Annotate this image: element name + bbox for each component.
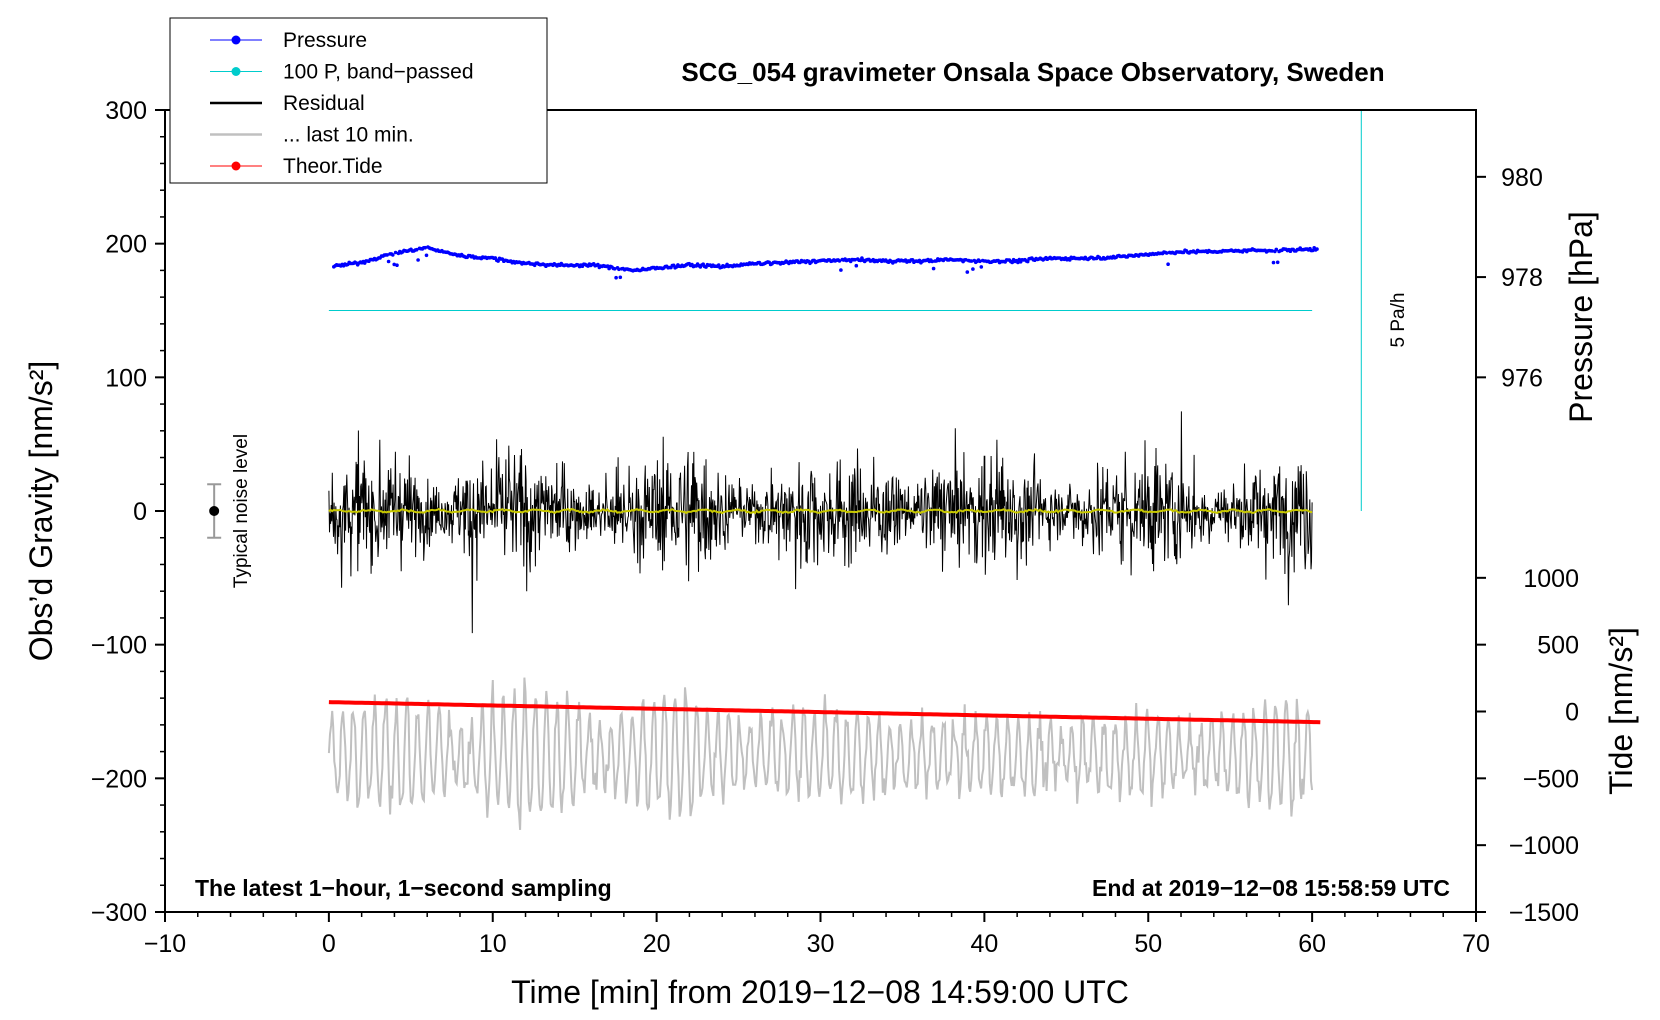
series-residual (328, 411, 1313, 634)
series-residual-mean (328, 507, 1313, 515)
series-last-10-min (327, 677, 1314, 830)
legend-marker (231, 161, 241, 171)
pressure-point (1271, 260, 1276, 265)
pressure-point (1275, 260, 1280, 265)
pressure-point (1270, 249, 1274, 253)
pressure-point (393, 250, 398, 255)
pressure-point (423, 245, 427, 250)
x-tick-label: 50 (1134, 930, 1162, 958)
x-axis: −10 0 10 20 30 40 50 60 70 (144, 912, 1490, 958)
x-tick-label: −10 (144, 930, 186, 958)
pressure-point (971, 267, 975, 271)
series-theor-tide (328, 700, 1321, 725)
tide-tick-label: 0 (1565, 699, 1579, 727)
pressure-axis: 976 978 980 (1475, 110, 1543, 392)
pressure-point (496, 259, 500, 263)
pressure-point (839, 268, 843, 272)
y-left-axis: −300 −200 −100 0 100 200 300 (91, 97, 165, 927)
legend: Pressure 100 P, band−passed Residual ... la… (169, 17, 548, 184)
x-tick-label: 40 (970, 930, 998, 958)
y-axis-title-tide: Tide [nm/s²] (1603, 627, 1639, 795)
x-axis-title: Time [min] from 2019−12−08 14:59:00 UTC (511, 974, 1129, 1010)
pressure-point (1166, 262, 1170, 267)
legend-label: Pressure (283, 29, 367, 52)
y-left-tick-label: −200 (91, 765, 147, 793)
pressure-point (716, 263, 721, 267)
noise-level-indicator (207, 483, 222, 539)
pressure-point (978, 259, 982, 264)
pressure-point (614, 275, 618, 280)
pressure-point (391, 253, 395, 257)
tide-tick-label: 500 (1537, 632, 1579, 660)
tide-tick-label: −500 (1523, 765, 1579, 793)
x-tick-label: 20 (643, 930, 671, 958)
tide-tick-label: −1500 (1509, 899, 1579, 927)
pressure-point (837, 259, 842, 263)
pressure-point (596, 262, 600, 267)
legend-marker (231, 35, 241, 45)
legend-label: ... last 10 min. (283, 124, 414, 147)
legend-label: Theor.Tide (283, 155, 383, 178)
x-tick-label: 10 (479, 930, 507, 958)
legend-box (169, 17, 548, 184)
x-tick-label: 70 (1462, 930, 1490, 958)
pressure-tick-label: 976 (1501, 364, 1543, 392)
annotation-bottom-right: End at 2019−12−08 15:58:59 UTC (1092, 875, 1450, 901)
pressure-point (1164, 251, 1169, 255)
tide-tick-label: 1000 (1523, 565, 1579, 593)
pressure-point (414, 247, 419, 252)
pressure-point (964, 258, 968, 262)
pressure-point (385, 253, 390, 257)
y-left-tick-label: −100 (91, 632, 147, 660)
y-left-tick-label: 300 (105, 97, 147, 125)
pressure-point (1315, 247, 1319, 251)
x-tick-label: 30 (807, 930, 835, 958)
pressure-point (979, 265, 984, 269)
pressure-point (1016, 260, 1020, 265)
pressure-point (386, 259, 391, 264)
series-pressure (332, 245, 1319, 280)
y-left-tick-label: −300 (91, 899, 147, 927)
pressure-point (854, 263, 859, 268)
pressure-point (1025, 259, 1030, 264)
pa-per-hour-label: 5 Pa/h (1388, 293, 1409, 348)
y-left-tick-label: 0 (133, 498, 147, 526)
tide-axis: −1500 −1000 −500 0 500 1000 (1476, 565, 1579, 927)
pressure-point (1068, 258, 1072, 262)
x-tick-label: 60 (1298, 930, 1326, 958)
x-tick-label: 0 (322, 930, 336, 958)
pressure-point (392, 262, 397, 267)
series-layer (327, 110, 1362, 830)
y-left-tick-label: 200 (105, 231, 147, 259)
chart-title: SCG_054 gravimeter Onsala Space Observat… (681, 57, 1384, 87)
y-axis-title-gravity: Obs’d Gravity [nm/s²] (23, 361, 59, 662)
tide-tick-label: −1000 (1509, 832, 1579, 860)
pressure-point (416, 258, 420, 262)
legend-label: 100 P, band−passed (283, 61, 474, 84)
y-left-tick-label: 100 (105, 364, 147, 392)
pressure-tick-label: 978 (1501, 264, 1543, 292)
pressure-point (1010, 260, 1014, 265)
annotation-bottom-left: The latest 1−hour, 1−second sampling (195, 875, 612, 901)
pressure-point (931, 266, 936, 271)
noise-center-dot (209, 506, 220, 516)
y-axis-title-pressure: Pressure [hPa] (1563, 211, 1599, 423)
pressure-point (930, 259, 934, 264)
pressure-point (424, 253, 429, 258)
legend-label: Residual (283, 92, 365, 115)
pressure-point (965, 270, 970, 274)
pressure-tick-label: 980 (1501, 164, 1543, 192)
pressure-point (853, 257, 857, 262)
pressure-point (617, 267, 621, 272)
pressure-point (1274, 247, 1279, 252)
legend-marker (231, 67, 241, 76)
plot-area (164, 109, 1477, 913)
pressure-point (969, 259, 974, 263)
pressure-point (618, 275, 623, 280)
pressure-point (395, 263, 399, 268)
pressure-point (612, 267, 617, 271)
noise-level-label: Typical noise level (231, 434, 252, 588)
